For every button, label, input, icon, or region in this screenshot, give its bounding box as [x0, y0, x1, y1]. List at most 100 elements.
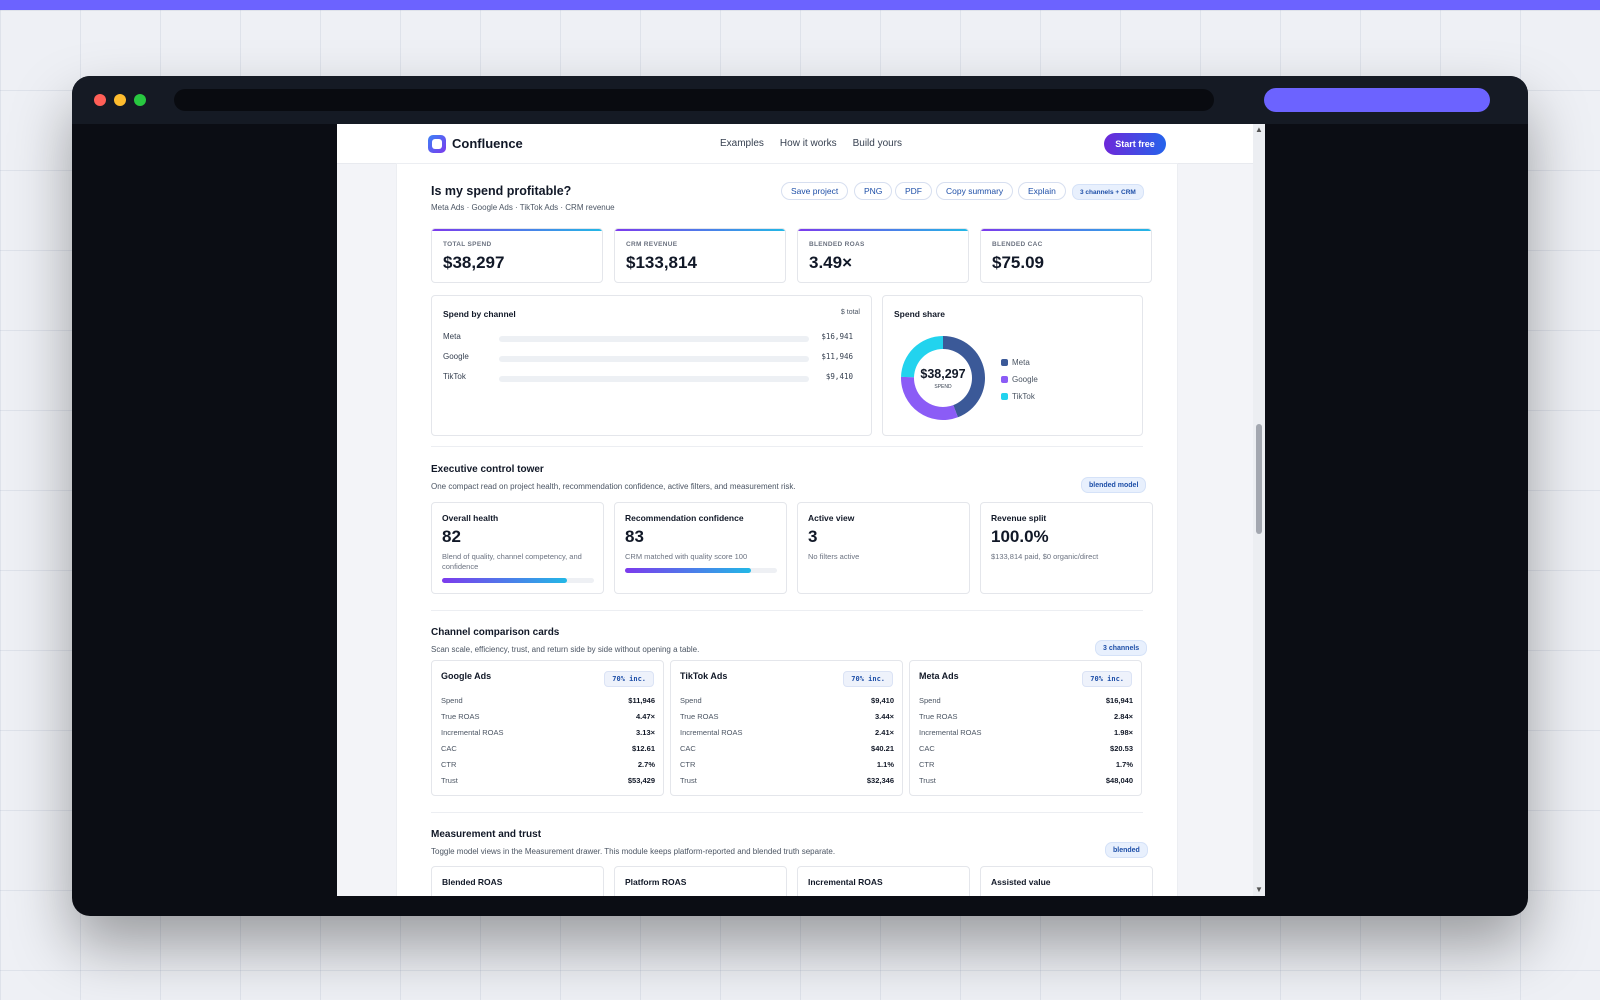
toolbar-action-button[interactable]: [1264, 88, 1490, 112]
scroll-up-icon[interactable]: ▲: [1255, 125, 1263, 134]
page-scrollbar[interactable]: ▲ ▼: [1253, 124, 1265, 896]
metric-value: 2.84×: [1114, 712, 1133, 721]
metric-row: True ROAS 4.47×: [441, 712, 655, 724]
metric-label: CAC: [680, 744, 696, 753]
measurement-badge: blended: [1105, 842, 1148, 858]
channel-name: Meta: [443, 332, 461, 341]
spend-by-channel-title: Spend by channel: [443, 309, 516, 319]
measurement-card-blended-roas: Blended ROAS: [431, 866, 604, 896]
incrementality-badge: 70% inc.: [1082, 671, 1132, 687]
address-bar[interactable]: [174, 89, 1214, 111]
card-title: Incremental ROAS: [808, 877, 883, 887]
card-value: 83: [625, 527, 644, 546]
legend-swatch: [1001, 359, 1008, 366]
card-description: Blend of quality, channel competency, an…: [442, 552, 582, 571]
metric-value: $20.53: [1110, 744, 1133, 753]
maximize-window-icon[interactable]: [134, 94, 146, 106]
top-accent-bar: [0, 0, 1600, 10]
kpi-label: CRM REVENUE: [626, 241, 678, 248]
donut-slice-google[interactable]: [901, 376, 958, 420]
metric-value: $9,410: [871, 696, 894, 705]
revenue-split-card: Revenue split 100.0% $133,814 paid, $0 o…: [980, 502, 1153, 594]
donut-slice-tiktok[interactable]: [901, 336, 943, 378]
channel-card-title: Meta Ads: [919, 671, 959, 681]
card-description: CRM matched with quality score 100: [625, 552, 748, 561]
brand-name[interactable]: Confluence: [452, 136, 523, 151]
metric-row: CAC $40.21: [680, 744, 894, 756]
metric-label: Spend: [919, 696, 941, 705]
nav-links: Examples How it works Build yours: [720, 138, 902, 149]
nav-link-how-it-works[interactable]: How it works: [779, 138, 837, 149]
window-titlebar: [72, 76, 1528, 124]
metric-row: CTR 2.7%: [441, 760, 655, 772]
metric-row: True ROAS 3.44×: [680, 712, 894, 724]
card-value: 100.0%: [991, 527, 1049, 546]
channel-value: $11,946: [821, 352, 853, 361]
png-export-button[interactable]: PNG: [854, 182, 893, 200]
active-view-card: Active view 3 No filters active: [797, 502, 970, 594]
metric-value: 1.98×: [1114, 728, 1133, 737]
channel-bar-row-tiktok: TikTok $9,410: [443, 372, 853, 384]
metric-label: Incremental ROAS: [441, 728, 504, 737]
metric-row: Trust $48,040: [919, 776, 1133, 788]
legend-label: Google: [1012, 375, 1038, 384]
spend-share-title: Spend share: [894, 309, 946, 319]
pdf-export-button[interactable]: PDF: [895, 182, 932, 200]
channel-name: Google: [443, 352, 469, 361]
metric-row: Incremental ROAS 3.13×: [441, 728, 655, 740]
scroll-down-icon[interactable]: ▼: [1255, 885, 1263, 894]
kpi-label: BLENDED CAC: [992, 241, 1043, 248]
nav-link-examples[interactable]: Examples: [720, 138, 764, 149]
legend-label: TikTok: [1012, 392, 1035, 401]
card-description: No filters active: [808, 552, 860, 561]
card-title: Platform ROAS: [625, 877, 687, 887]
donut-slice-meta[interactable]: [943, 336, 985, 418]
metric-value: 1.1%: [876, 760, 894, 769]
channel-card-title: Google Ads: [441, 671, 492, 681]
scrollbar-thumb[interactable]: [1256, 424, 1262, 534]
legend-item-meta: Meta: [1001, 358, 1030, 367]
close-window-icon[interactable]: [94, 94, 106, 106]
report-panel: Is my spend profitable? Meta Ads · Googl…: [397, 164, 1177, 896]
logo-icon[interactable]: [428, 135, 446, 153]
card-title: Revenue split: [991, 513, 1047, 523]
metric-row: CAC $20.53: [919, 744, 1133, 756]
browser-window: Confluence Examples How it works Build y…: [72, 76, 1528, 916]
copy-summary-button[interactable]: Copy summary: [936, 182, 1014, 200]
channel-value: $16,941: [821, 332, 853, 341]
metric-row: Spend $11,946: [441, 696, 655, 708]
start-free-button[interactable]: Start free: [1104, 133, 1166, 155]
channel-bar-row-meta: Meta $16,941: [443, 332, 853, 344]
kpi-value: $38,297: [443, 253, 505, 272]
channel-bar-track: [499, 336, 809, 342]
kpi-value: $133,814: [626, 253, 697, 272]
page-viewport: Confluence Examples How it works Build y…: [337, 124, 1253, 896]
metric-row: Trust $32,346: [680, 776, 894, 788]
minimize-window-icon[interactable]: [114, 94, 126, 106]
metric-label: Incremental ROAS: [680, 728, 743, 737]
kpi-label: BLENDED ROAS: [809, 241, 865, 248]
confidence-progress-fill: [625, 568, 752, 573]
card-title: Overall health: [442, 513, 499, 523]
section-divider: [431, 812, 1143, 813]
save-project-button[interactable]: Save project: [781, 182, 849, 200]
metric-row: CTR 1.7%: [919, 760, 1133, 772]
metric-row: True ROAS 2.84×: [919, 712, 1133, 724]
metric-label: True ROAS: [441, 712, 480, 721]
metric-label: CTR: [441, 760, 457, 769]
card-title: Blended ROAS: [442, 877, 503, 887]
kpi-value: 3.49×: [809, 253, 853, 272]
spend-by-channel-card: Spend by channel $ total Meta $16,941 Go…: [431, 295, 872, 436]
kpi-card-total-spend: TOTAL SPEND $38,297: [431, 228, 603, 283]
spend-share-card: Spend share $38,297 SPEND Meta Google Ti…: [882, 295, 1143, 436]
channel-value: $9,410: [825, 372, 853, 381]
metric-label: Trust: [680, 776, 697, 785]
measurement-card-incremental-roas: Incremental ROAS: [797, 866, 970, 896]
metric-row: Spend $9,410: [680, 696, 894, 708]
explain-button[interactable]: Explain: [1018, 182, 1066, 200]
section-divider: [431, 446, 1143, 447]
metric-value: 2.7%: [637, 760, 655, 769]
kpi-card-blended-cac: BLENDED CAC $75.09: [980, 228, 1152, 283]
nav-link-build-yours[interactable]: Build yours: [852, 138, 903, 149]
report-subtitle: Meta Ads · Google Ads · TikTok Ads · CRM…: [431, 203, 615, 212]
